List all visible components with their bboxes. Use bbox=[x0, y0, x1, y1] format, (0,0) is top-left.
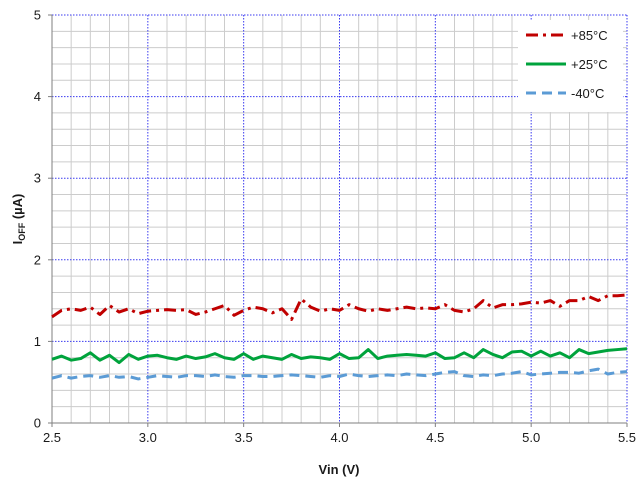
x-tick-label: 3.0 bbox=[139, 430, 157, 445]
x-axis-ticks: 2.5 3.0 3.5 4.0 4.5 5.0 5.5 bbox=[43, 423, 636, 445]
y-tick-label: 5 bbox=[34, 8, 41, 23]
series-lines bbox=[51, 293, 628, 381]
x-tick-label: 4.5 bbox=[426, 430, 444, 445]
legend-label-85c: +85°C bbox=[571, 28, 608, 43]
legend-label-40c: -40°C bbox=[571, 86, 604, 101]
x-axis-title: Vin (V) bbox=[319, 462, 360, 477]
legend-label-25c: +25°C bbox=[571, 57, 608, 72]
y-axis-ticks: 0 1 2 3 4 5 bbox=[34, 8, 52, 431]
x-tick-label: 2.5 bbox=[43, 430, 61, 445]
x-tick-label: 5.0 bbox=[522, 430, 540, 445]
x-tick-label: 3.5 bbox=[235, 430, 253, 445]
y-axis-title: IOFF (µA) bbox=[10, 194, 27, 245]
y-tick-label: 4 bbox=[34, 89, 41, 104]
x-tick-label: 5.5 bbox=[618, 430, 636, 445]
x-tick-label: 4.0 bbox=[330, 430, 348, 445]
legend: +85°C +25°C -40°C bbox=[518, 20, 623, 112]
y-axis-title-subscript: OFF bbox=[17, 222, 27, 240]
y-tick-label: 2 bbox=[34, 252, 41, 267]
y-tick-label: 3 bbox=[34, 171, 41, 186]
y-axis-title-unit: (µA) bbox=[10, 194, 25, 223]
y-tick-label: 1 bbox=[34, 334, 41, 349]
series-line-40c bbox=[51, 367, 628, 381]
y-tick-label: 0 bbox=[34, 416, 41, 431]
svg-text:IOFF (µA): IOFF (µA) bbox=[10, 194, 27, 245]
series-line-85c bbox=[51, 293, 628, 321]
y-axis-title-main: I bbox=[10, 241, 25, 245]
series-line-25c bbox=[51, 347, 628, 365]
